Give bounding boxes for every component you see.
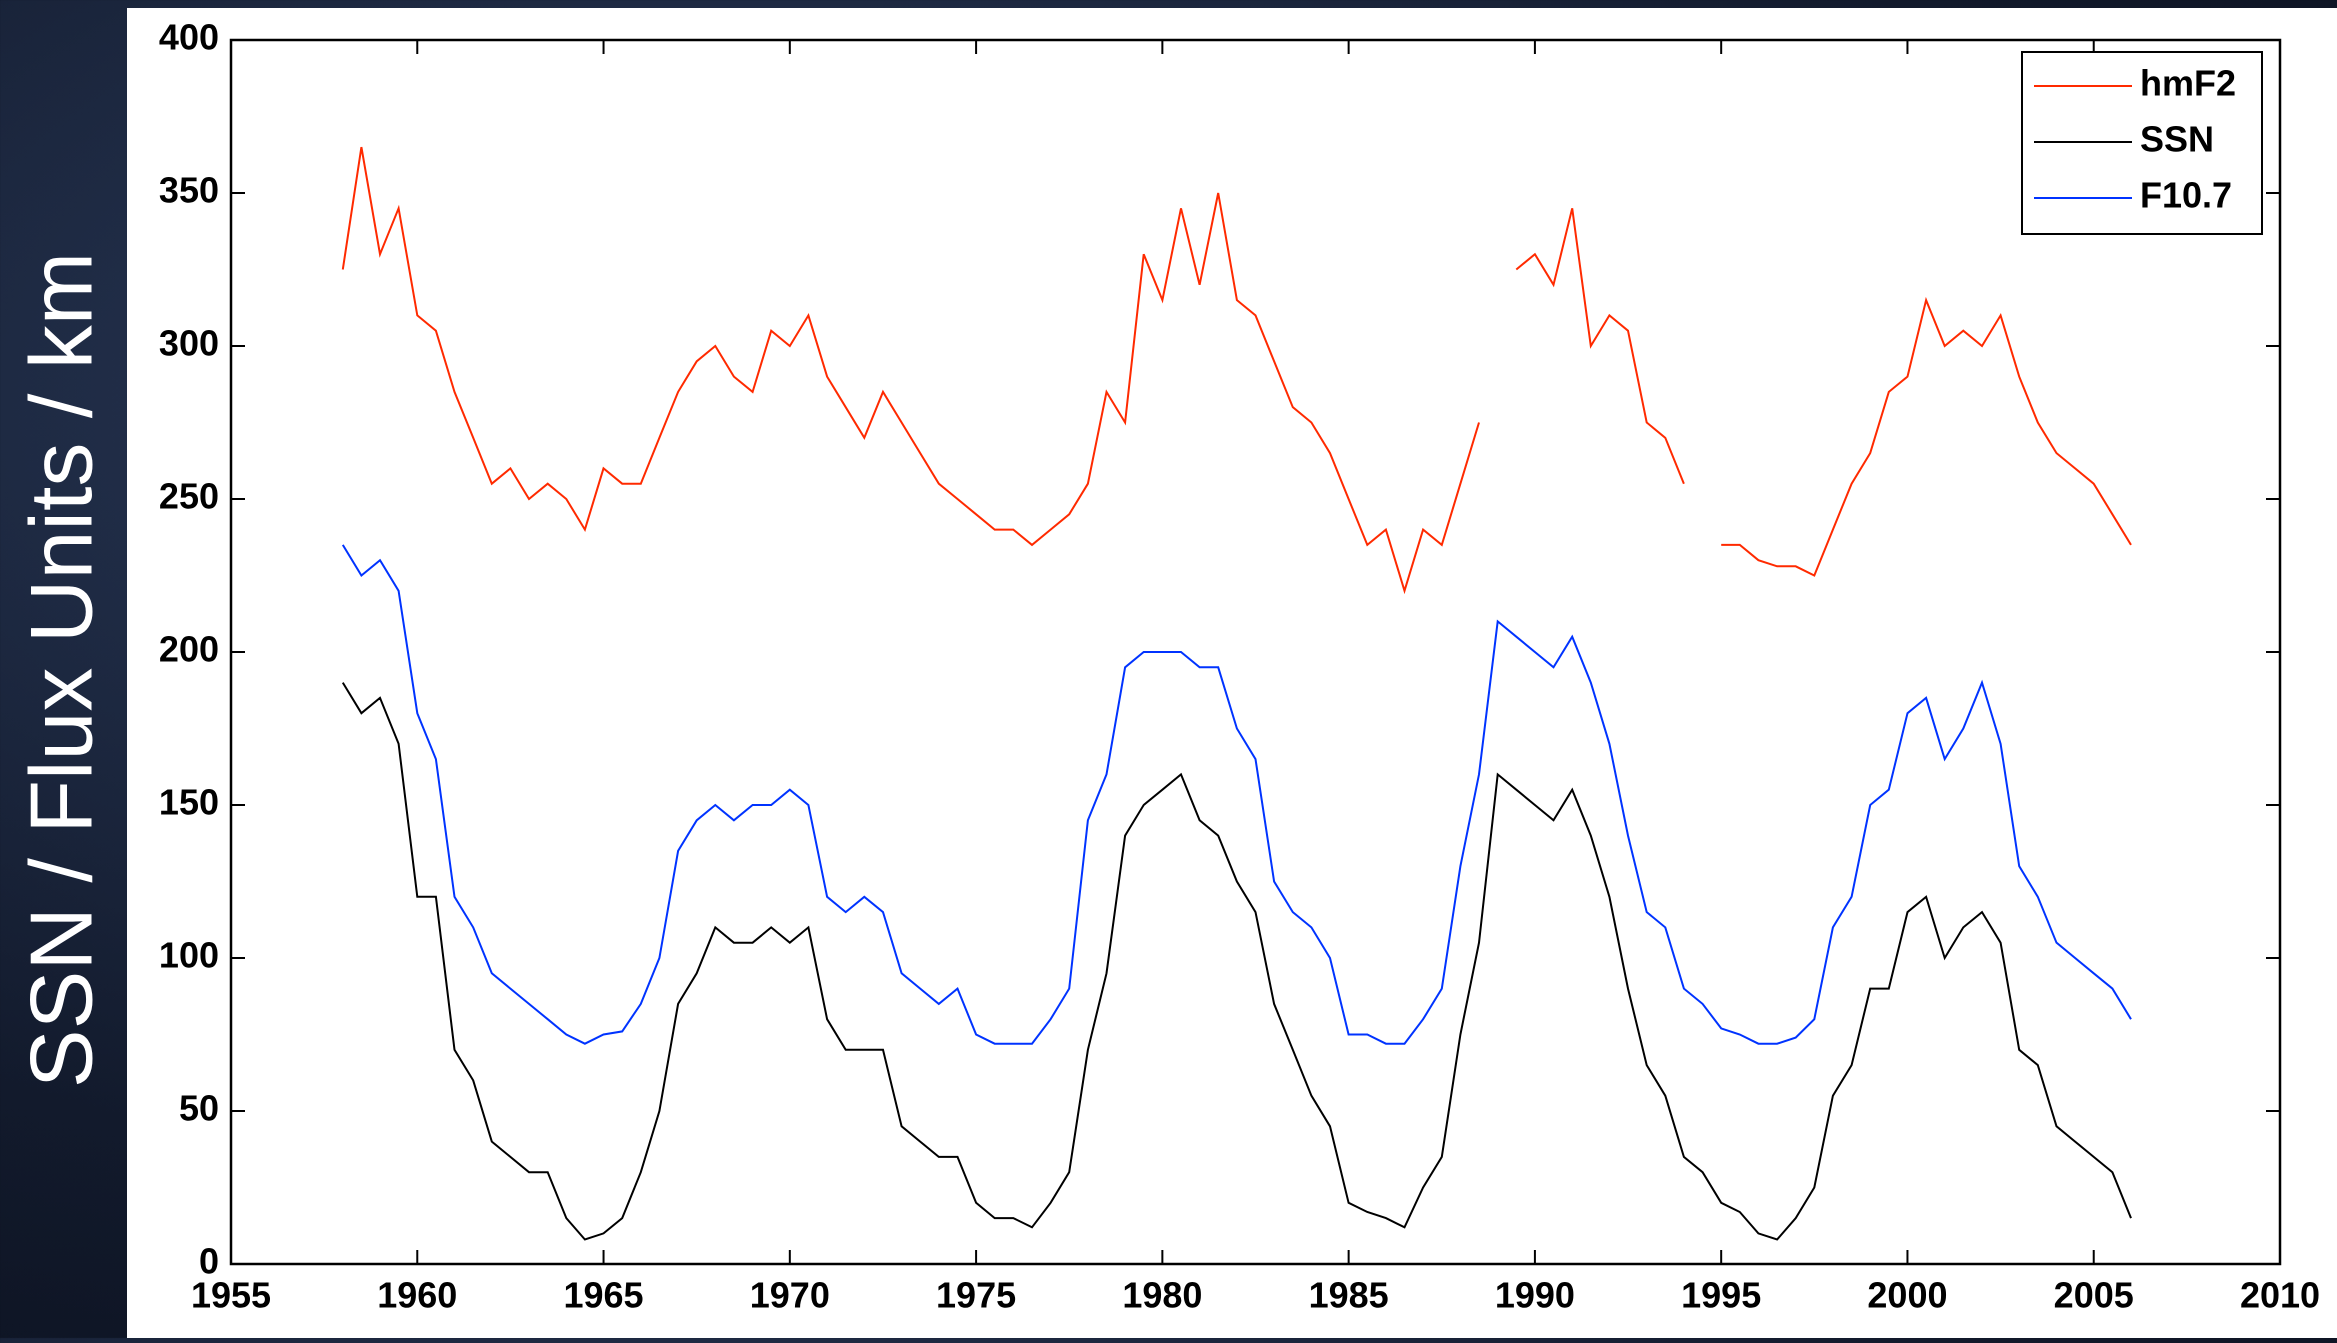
series-line [341, 146, 2132, 595]
legend-label: F10.7 [2140, 175, 2232, 216]
y-tick-label: 200 [159, 629, 219, 670]
x-tick-label: 2010 [2240, 1275, 2320, 1316]
x-tick-label: 1990 [1495, 1275, 1575, 1316]
x-tick-label: 1960 [377, 1275, 457, 1316]
y-tick-label: 250 [159, 476, 219, 517]
y-tick-label: 50 [179, 1088, 219, 1129]
y-tick-label: 400 [159, 17, 219, 58]
x-tick-label: 1975 [936, 1275, 1016, 1316]
y-tick-label: 0 [199, 1241, 219, 1282]
y-tick-label: 150 [159, 782, 219, 823]
legend-label: SSN [2140, 119, 2214, 160]
x-tick-label: 1955 [191, 1275, 271, 1316]
series-line [341, 682, 2132, 1241]
y-tick-label: 350 [159, 170, 219, 211]
series-line [341, 544, 2132, 1045]
legend-label: hmF2 [2140, 63, 2236, 104]
y-axis-label: SSN / Flux Units / km [11, 252, 110, 1088]
x-tick-label: 1970 [750, 1275, 830, 1316]
x-tick-label: 1980 [1122, 1275, 1202, 1316]
x-tick-label: 2005 [2054, 1275, 2134, 1316]
y-tick-label: 300 [159, 323, 219, 364]
x-tick-label: 2000 [1867, 1275, 1947, 1316]
figure-panel [127, 8, 2337, 1338]
x-tick-label: 1995 [1681, 1275, 1761, 1316]
y-tick-label: 100 [159, 935, 219, 976]
x-tick-label: 1965 [563, 1275, 643, 1316]
x-tick-label: 1985 [1309, 1275, 1389, 1316]
